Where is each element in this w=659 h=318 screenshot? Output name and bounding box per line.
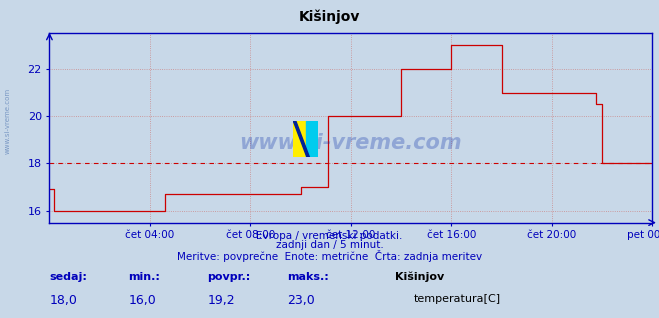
- Polygon shape: [293, 121, 310, 157]
- Text: 19,2: 19,2: [208, 294, 235, 307]
- Text: Evropa / vremenski podatki.: Evropa / vremenski podatki.: [256, 231, 403, 240]
- Text: www.si-vreme.com: www.si-vreme.com: [240, 133, 462, 153]
- Text: www.si-vreme.com: www.si-vreme.com: [5, 88, 11, 154]
- Text: Meritve: povprečne  Enote: metrične  Črta: zadnja meritev: Meritve: povprečne Enote: metrične Črta:…: [177, 250, 482, 262]
- Text: min.:: min.:: [129, 272, 160, 282]
- Polygon shape: [293, 121, 306, 157]
- Polygon shape: [306, 121, 318, 157]
- Text: 23,0: 23,0: [287, 294, 314, 307]
- Text: Kišinjov: Kišinjov: [299, 10, 360, 24]
- Text: 18,0: 18,0: [49, 294, 77, 307]
- Text: temperatura[C]: temperatura[C]: [414, 294, 501, 304]
- Text: zadnji dan / 5 minut.: zadnji dan / 5 minut.: [275, 240, 384, 250]
- Text: sedaj:: sedaj:: [49, 272, 87, 282]
- Text: Kišinjov: Kišinjov: [395, 272, 445, 282]
- Text: povpr.:: povpr.:: [208, 272, 251, 282]
- Text: 16,0: 16,0: [129, 294, 156, 307]
- Text: maks.:: maks.:: [287, 272, 328, 282]
